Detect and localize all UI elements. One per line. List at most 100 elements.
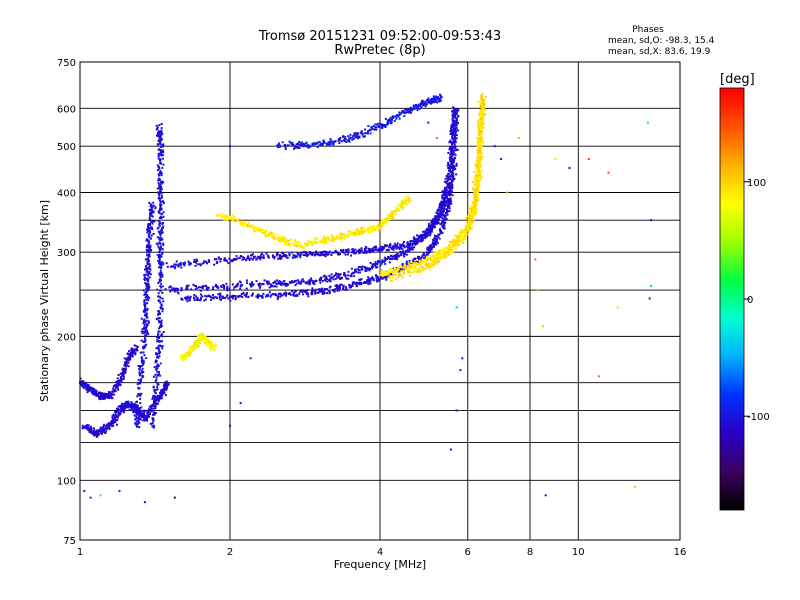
data-point — [393, 212, 396, 215]
data-point — [352, 250, 354, 253]
data-point — [427, 257, 429, 260]
data-point — [276, 295, 279, 298]
data-point — [374, 227, 377, 230]
data-point — [158, 254, 161, 257]
data-point — [302, 289, 305, 292]
data-point — [356, 267, 359, 270]
data-point — [260, 256, 263, 259]
data-point — [411, 271, 414, 273]
data-point — [376, 277, 379, 280]
data-point — [391, 212, 393, 215]
data-point — [159, 262, 162, 265]
data-point — [432, 242, 435, 245]
data-point — [140, 414, 143, 417]
data-point — [326, 288, 329, 290]
data-point — [251, 283, 254, 285]
data-point — [452, 238, 455, 241]
data-point — [426, 232, 429, 235]
data-point — [409, 267, 412, 270]
data-point — [104, 432, 107, 434]
data-point — [437, 208, 440, 211]
data-point — [295, 279, 297, 282]
data-point — [204, 298, 207, 301]
data-point — [418, 256, 421, 259]
data-point — [336, 234, 339, 237]
data-point — [129, 405, 132, 408]
data-point — [158, 394, 161, 397]
data-point — [147, 278, 150, 281]
data-point — [233, 220, 236, 223]
data-point — [424, 102, 427, 105]
data-point — [452, 176, 455, 179]
data-point — [214, 285, 217, 288]
data-point — [409, 111, 412, 114]
data-point — [455, 235, 458, 238]
data-point — [389, 120, 392, 123]
data-point — [296, 242, 299, 245]
data-point — [300, 279, 303, 282]
data-point — [444, 218, 447, 221]
data-point — [146, 263, 149, 266]
data-point — [360, 281, 363, 284]
data-point — [220, 212, 223, 215]
data-point — [127, 406, 130, 409]
data-point — [262, 256, 265, 259]
data-point — [273, 257, 276, 260]
data-point — [112, 420, 115, 423]
data-point — [273, 281, 276, 284]
data-point — [429, 224, 432, 227]
data-point — [283, 282, 286, 285]
data-point — [424, 261, 427, 264]
data-point — [429, 265, 432, 268]
data-point — [103, 423, 105, 426]
data-point — [441, 224, 444, 227]
data-point — [409, 240, 412, 243]
data-point — [227, 262, 230, 265]
data-point — [185, 287, 188, 290]
data-point — [286, 284, 289, 287]
data-point — [159, 237, 162, 240]
data-point — [351, 136, 354, 139]
data-point — [389, 243, 392, 246]
data-point — [367, 268, 370, 271]
data-point — [315, 241, 318, 243]
data-point — [142, 327, 145, 330]
data-point — [185, 298, 188, 301]
data-point — [374, 261, 377, 264]
data-point — [112, 388, 115, 391]
data-point — [112, 419, 115, 422]
data-point — [448, 173, 451, 176]
data-point — [336, 237, 339, 240]
data-point — [243, 221, 246, 224]
data-point — [115, 407, 118, 410]
data-point — [145, 319, 148, 322]
data-point — [160, 325, 163, 328]
data-point — [345, 141, 348, 143]
data-point — [450, 202, 453, 205]
data-point — [421, 238, 424, 241]
data-point — [424, 230, 427, 233]
data-point — [458, 235, 461, 238]
data-point — [455, 134, 458, 137]
data-point — [393, 254, 396, 257]
data-point — [387, 248, 390, 251]
data-point — [160, 282, 163, 285]
data-point — [193, 260, 195, 263]
data-point — [419, 235, 421, 238]
data-point — [407, 201, 410, 204]
data-point — [251, 224, 254, 227]
data-point — [106, 395, 109, 398]
data-point — [222, 295, 225, 298]
data-point — [161, 347, 164, 350]
data-point — [388, 277, 391, 280]
data-point — [221, 297, 224, 299]
data-point — [432, 238, 435, 241]
data-point — [318, 290, 321, 293]
data-point — [288, 140, 291, 143]
data-point — [94, 433, 97, 436]
data-point — [261, 252, 264, 255]
data-point — [295, 293, 298, 296]
data-point — [159, 249, 161, 252]
data-point — [408, 243, 410, 246]
data-point — [393, 209, 396, 212]
